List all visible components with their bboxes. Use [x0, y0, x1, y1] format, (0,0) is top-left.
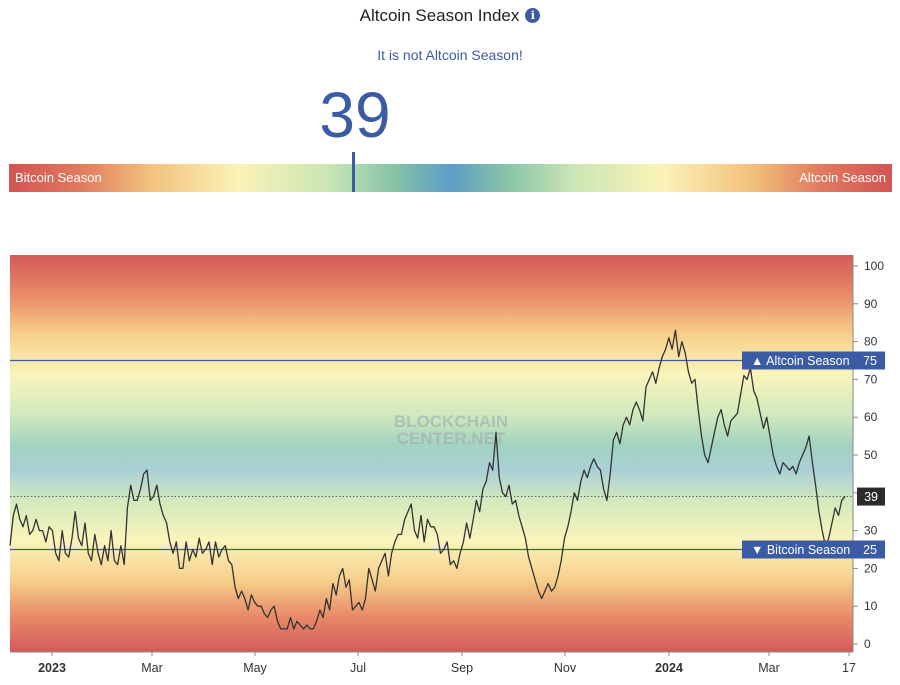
- page-title: Altcoin Season Index: [359, 6, 520, 25]
- index-value: 39: [319, 79, 391, 151]
- threshold-badge-75: [742, 351, 885, 370]
- season-status: It is not Altcoin Season!: [377, 47, 523, 63]
- gauge-right-label: Altcoin Season: [799, 170, 886, 185]
- threshold-value-75: 75: [863, 354, 877, 368]
- x-tick-label-7: Mar: [758, 661, 780, 675]
- gauge-marker: [351, 152, 355, 192]
- watermark-line-1: BLOCKCHAIN: [394, 412, 508, 431]
- chart-background: [10, 255, 853, 652]
- y-tick-label-50: 50: [864, 448, 878, 462]
- y-tick-label-20: 20: [864, 561, 878, 575]
- x-tick-label-3: Jul: [350, 661, 366, 675]
- watermark: BLOCKCHAIN CENTER.NET: [394, 412, 508, 448]
- gauge-left-label: Bitcoin Season: [15, 170, 102, 185]
- x-tick-label-1: Mar: [141, 661, 163, 675]
- threshold-value-25: 25: [863, 543, 877, 557]
- x-tick-label-2: May: [243, 661, 267, 675]
- title-row: Altcoin Season Index i: [0, 6, 900, 26]
- x-tick-label-5: Nov: [554, 661, 577, 675]
- x-tick-label-6: 2024: [655, 661, 683, 675]
- series-line: [9, 329, 846, 630]
- y-tick-label-70: 70: [864, 372, 878, 386]
- y-tick-label-0: 0: [864, 637, 871, 651]
- current-value-badge: [857, 487, 885, 506]
- x-tick-label-8: 17: [842, 661, 856, 675]
- y-tick-label-90: 90: [864, 297, 878, 311]
- threshold-label-75: ▲ Altcoin Season: [751, 354, 850, 368]
- y-tick-label-100: 100: [864, 259, 884, 273]
- y-tick-label-60: 60: [864, 410, 878, 424]
- y-tick-label-10: 10: [864, 599, 878, 613]
- threshold-label-25: ▼ Bitcoin Season: [751, 543, 850, 557]
- info-icon[interactable]: i: [525, 8, 541, 23]
- y-tick-label-30: 30: [864, 524, 878, 538]
- watermark-line-2: CENTER.NET: [397, 429, 506, 448]
- y-tick-label-80: 80: [864, 335, 878, 349]
- current-value-label: 39: [864, 490, 878, 504]
- x-tick-label-4: Sep: [451, 661, 473, 675]
- threshold-badge-25: [742, 540, 885, 559]
- season-gauge: Bitcoin Season Altcoin Season: [9, 152, 892, 192]
- x-tick-label-0: 2023: [38, 661, 66, 675]
- index-chart: BLOCKCHAIN CENTER.NET 010203040506070809…: [9, 255, 885, 675]
